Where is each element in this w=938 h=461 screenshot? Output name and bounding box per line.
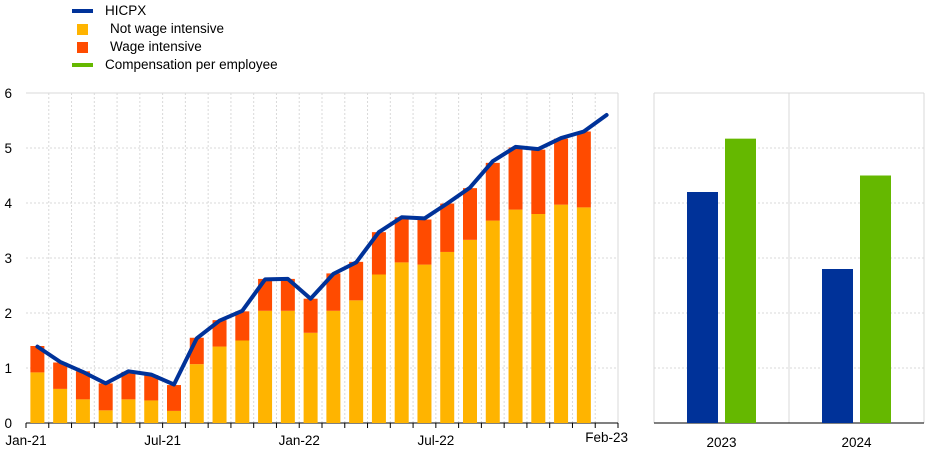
x-tick-label: Jan-22 — [279, 433, 320, 448]
bar-not-wage-intensive — [98, 410, 113, 423]
bar-wage-intensive — [280, 278, 295, 311]
bar-not-wage-intensive — [485, 220, 500, 423]
y-tick-label: 2 — [4, 306, 12, 321]
y-tick-label: 4 — [4, 196, 12, 211]
bar-wage-intensive — [303, 298, 318, 333]
bar-wage-intensive — [212, 320, 227, 347]
bar-wage-intensive — [75, 371, 90, 400]
line-hicpx — [35, 113, 609, 387]
bar-wage-intensive — [531, 149, 546, 214]
bar-not-wage-intensive — [531, 214, 546, 423]
bar-wage-intensive — [53, 362, 68, 389]
bar-wage-intensive — [440, 203, 455, 252]
legend-swatch-not-wage-intensive — [77, 23, 88, 35]
bar-wage-intensive — [394, 217, 409, 263]
bar-wage-intensive — [485, 162, 500, 221]
bar-wage-intensive — [554, 138, 569, 205]
bar-not-wage-intensive — [144, 400, 159, 423]
bar-not-wage-intensive — [417, 264, 432, 423]
bar-not-wage-intensive — [167, 410, 181, 423]
bar-not-wage-intensive — [75, 399, 90, 423]
x-tick-label: Feb-23 — [585, 430, 628, 445]
legend-item-hicpx: HICPX — [72, 2, 278, 20]
bar-not-wage-intensive — [30, 372, 45, 423]
bar-wage-intensive — [167, 385, 181, 411]
bar-not-wage-intensive — [463, 239, 477, 423]
bar-not-wage-intensive — [189, 364, 204, 423]
y-tick-label: 6 — [4, 86, 12, 101]
x-tick-label: Jul-21 — [144, 433, 181, 448]
bar-wage-intensive — [508, 147, 523, 210]
x-tick-label: Jan-21 — [5, 433, 46, 448]
bar-wage-intensive — [576, 131, 591, 208]
bar-hicpx — [822, 269, 853, 423]
bar-not-wage-intensive — [212, 346, 227, 423]
legend-swatch-hicpx — [72, 9, 93, 13]
legend-swatch-compensation-per-employee — [72, 63, 93, 67]
x-tick-label: Jul-22 — [417, 433, 454, 448]
legend-label-wage-intensive: Wage intensive — [110, 39, 202, 54]
bar-not-wage-intensive — [326, 310, 341, 423]
bar-compensation-per-employee — [725, 138, 756, 423]
legend-label-hicpx: HICPX — [105, 3, 147, 18]
legend-item-not-wage-intensive: Not wage intensive — [72, 20, 278, 38]
legend-swatch-wage-intensive — [77, 41, 88, 53]
legend-item-compensation-per-employee: Compensation per employee — [72, 56, 278, 74]
x-tick-label: 2023 — [706, 435, 736, 450]
bar-wage-intensive — [235, 311, 250, 341]
bar-not-wage-intensive — [508, 209, 523, 423]
y-tick-label: 3 — [4, 251, 12, 266]
legend-label-not-wage-intensive: Not wage intensive — [110, 21, 225, 36]
bar-wage-intensive — [349, 261, 364, 301]
legend-label-compensation-per-employee: Compensation per employee — [105, 57, 278, 72]
bar-not-wage-intensive — [235, 340, 250, 423]
x-tick-label: 2024 — [841, 435, 872, 450]
bar-not-wage-intensive — [258, 310, 273, 423]
bar-wage-intensive — [371, 232, 386, 275]
bar-wage-intensive — [417, 219, 432, 265]
bar-not-wage-intensive — [53, 388, 68, 423]
bar-not-wage-intensive — [394, 262, 409, 423]
legend-item-wage-intensive: Wage intensive — [72, 38, 278, 56]
bar-not-wage-intensive — [371, 274, 386, 423]
bar-not-wage-intensive — [576, 207, 591, 423]
bar-wage-intensive — [98, 383, 113, 411]
bar-wage-intensive — [121, 371, 136, 400]
bar-wage-intensive — [326, 273, 341, 311]
bar-not-wage-intensive — [303, 332, 318, 423]
legend: HICPX Not wage intensive Wage intensive … — [72, 2, 278, 74]
bar-not-wage-intensive — [440, 251, 455, 423]
bar-hicpx — [687, 192, 718, 423]
bar-wage-intensive — [144, 375, 159, 401]
bar-not-wage-intensive — [121, 399, 136, 423]
bar-not-wage-intensive — [554, 204, 569, 423]
y-tick-label: 0 — [4, 416, 12, 431]
y-tick-label: 1 — [4, 361, 12, 376]
y-tick-label: 5 — [4, 141, 12, 156]
bar-not-wage-intensive — [349, 300, 364, 423]
bar-wage-intensive — [463, 188, 477, 240]
bar-wage-intensive — [30, 346, 45, 373]
bar-not-wage-intensive — [280, 310, 295, 423]
bar-compensation-per-employee — [860, 175, 891, 423]
